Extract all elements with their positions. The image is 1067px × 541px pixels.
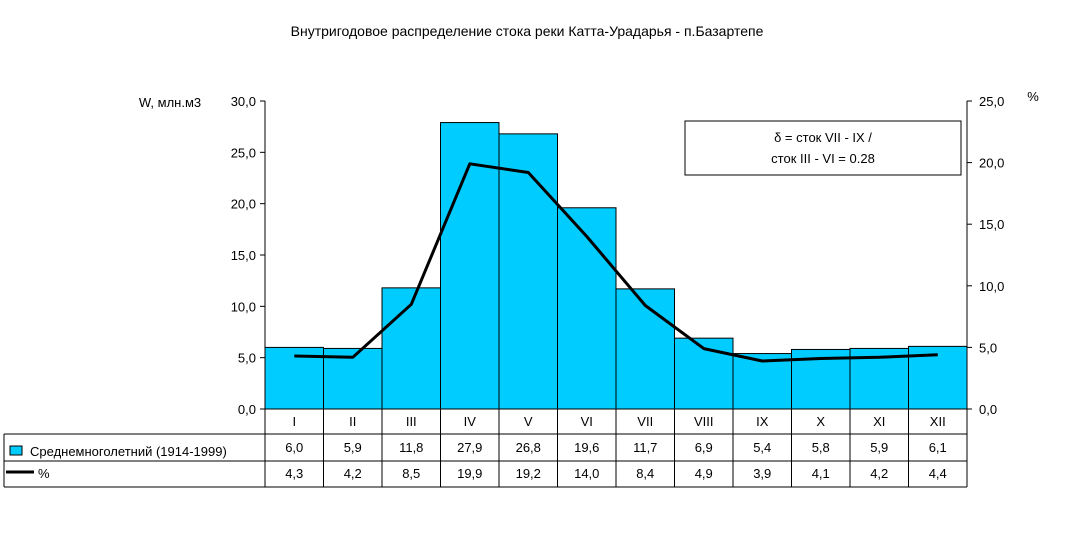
legend-swatch-bar: [9, 445, 23, 456]
category-label: XI: [873, 414, 885, 429]
category-label: IV: [464, 414, 477, 429]
annotation-frame: [684, 120, 962, 176]
annotation-box: δ = сток VII - IX / сток III - VI = 0.28: [684, 120, 962, 176]
percent-value-label: 4,2: [870, 466, 888, 481]
bar-value-label: 19,6: [574, 440, 599, 455]
category-label: VIII: [694, 414, 714, 429]
legend-label-line: %: [38, 466, 50, 481]
percent-value-label: 4,9: [695, 466, 713, 481]
right-tick-label: 5,0: [979, 340, 997, 355]
legend-key-line: %: [6, 466, 50, 481]
percent-value-label: 14,0: [574, 466, 599, 481]
annotation-line-1: δ = сток VII - IX /: [774, 130, 872, 145]
category-label: X: [816, 414, 825, 429]
right-axis-ticks: 0,0 5,0 10,0 15,0 20,0 25,0: [967, 94, 1004, 417]
category-label: IX: [756, 414, 769, 429]
right-tick-label: 25,0: [979, 94, 1004, 109]
bar-value-label: 6,1: [929, 440, 947, 455]
bar: [498, 133, 558, 410]
bar-value-label: 26,8: [516, 440, 541, 455]
percent-value-label: 4,4: [929, 466, 947, 481]
right-axis-label: %: [1027, 89, 1039, 104]
percent-value-label: 19,9: [457, 466, 482, 481]
percent-value-label: 4,3: [285, 466, 303, 481]
bar-value-label: 11,7: [633, 440, 657, 455]
category-label: V: [524, 414, 533, 429]
percent-value-label: 8,5: [402, 466, 420, 481]
bar: [381, 287, 441, 410]
right-tick-label: 10,0: [979, 279, 1004, 294]
left-axis-label: W, млн.м3: [139, 95, 201, 110]
bar-series: [264, 122, 968, 410]
line-path: [294, 162, 938, 363]
category-label: VII: [637, 414, 653, 429]
bar-value-label: 11,8: [399, 440, 423, 455]
left-tick-label: 25,0: [231, 145, 256, 160]
left-tick-label: 10,0: [231, 299, 256, 314]
right-tick-label: 15,0: [979, 217, 1004, 232]
bar-value-label: 6,0: [285, 440, 303, 455]
percent-value-label: 8,4: [636, 466, 654, 481]
category-label: II: [349, 414, 356, 429]
right-tick-label: 0,0: [979, 402, 997, 417]
percent-value-label: 4,1: [812, 466, 830, 481]
percent-value-label: 3,9: [753, 466, 771, 481]
percent-value-label: 4,2: [344, 466, 362, 481]
left-tick-label: 30,0: [231, 94, 256, 109]
category-label: VI: [581, 414, 593, 429]
left-axis-ticks: 0,0 5,0 10,0 15,0 20,0 25,0 30,0: [231, 94, 265, 417]
category-label: XII: [930, 414, 946, 429]
legend-key-bar: Среднемноголетний (1914-1999): [9, 444, 227, 459]
left-tick-label: 0,0: [238, 402, 256, 417]
bar-value-label: 5,4: [753, 440, 771, 455]
left-tick-label: 15,0: [231, 248, 256, 263]
bar-value-label: 5,8: [812, 440, 830, 455]
category-label: I: [292, 414, 296, 429]
bar-value-label: 27,9: [457, 440, 482, 455]
annotation-line-2: сток III - VI = 0.28: [771, 151, 875, 166]
bar-value-label: 5,9: [344, 440, 362, 455]
bar: [732, 353, 792, 410]
category-label: III: [406, 414, 417, 429]
chart-title: Внутригодовое распределение стока реки К…: [291, 23, 764, 39]
legend-label-bar: Среднемноголетний (1914-1999): [30, 444, 227, 459]
data-table: I 6,0 4,3 II 5,9 4,2 III 11,8 8,5 IV 27,9 19,9 V 26,8…: [3, 409, 968, 488]
line-series: [294, 162, 938, 363]
bar: [615, 288, 675, 410]
right-tick-label: 20,0: [979, 156, 1004, 171]
percent-value-label: 19,2: [516, 466, 541, 481]
left-tick-label: 20,0: [231, 197, 256, 212]
left-tick-label: 5,0: [238, 351, 256, 366]
bar-value-label: 6,9: [695, 440, 713, 455]
bar-value-label: 5,9: [870, 440, 888, 455]
